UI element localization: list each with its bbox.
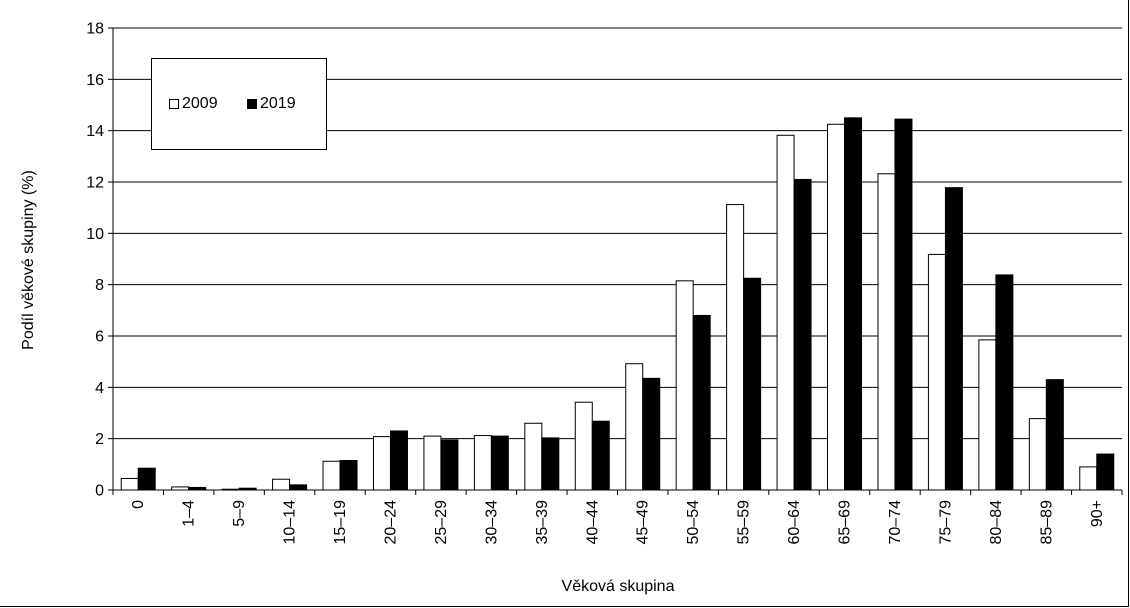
- x-tick-label: 55–59: [736, 500, 753, 545]
- legend-label-2009: 2009: [182, 95, 218, 112]
- y-tick-label: 18: [86, 21, 104, 38]
- bar-2009-0: [120, 477, 139, 491]
- bar-2009-30–34: [473, 435, 492, 491]
- x-tick-label: 75–79: [937, 500, 954, 545]
- bar-2019-75–79: [944, 187, 963, 491]
- x-tick-label: 45–49: [635, 500, 652, 545]
- bar-2009-75–79: [927, 253, 946, 491]
- bar-2019-35–39: [541, 437, 560, 491]
- bar-2009-10–14: [272, 478, 291, 491]
- legend-label-2019: 2019: [260, 95, 296, 112]
- y-tick-label: 16: [86, 72, 104, 89]
- bar-2009-70–74: [877, 173, 896, 491]
- bar-2009-40–44: [574, 401, 593, 491]
- bar-2009-90+: [1079, 466, 1098, 491]
- x-tick-label: 40–44: [584, 500, 601, 545]
- bar-2019-25–29: [440, 439, 459, 491]
- bar-2009-45–49: [625, 363, 644, 491]
- x-tick-label: 35–39: [534, 500, 551, 545]
- y-axis-ticks: 0 2 4 6 8 10 12 14 16 18: [86, 21, 113, 500]
- legend-swatch-2009: [169, 99, 179, 109]
- legend-item-2019: 2019: [247, 95, 296, 113]
- y-tick-label: 6: [95, 329, 104, 346]
- bar-2019-20–24: [389, 430, 408, 491]
- y-tick-label: 4: [95, 380, 104, 397]
- bar-2019-85–89: [1045, 379, 1064, 491]
- bar-2019-80–84: [995, 274, 1014, 491]
- y-tick-label: 14: [86, 123, 104, 140]
- bar-2019-0: [137, 467, 156, 491]
- bar-2019-45–49: [642, 377, 661, 491]
- bars: [120, 117, 1115, 491]
- x-tick-label: 25–29: [433, 500, 450, 545]
- x-tick-label: 30–34: [483, 500, 500, 545]
- x-tick-label: 20–24: [382, 500, 399, 545]
- bar-2019-70–74: [894, 118, 913, 491]
- x-axis-label: Věková skupina: [561, 578, 675, 595]
- bar-2009-55–59: [726, 204, 745, 491]
- bar-2009-80–84: [978, 339, 997, 491]
- y-tick-label: 12: [86, 175, 104, 192]
- bar-2009-65–69: [827, 123, 846, 491]
- y-tick-label: 8: [95, 277, 104, 294]
- bar-2019-10–14: [289, 484, 308, 491]
- y-tick-label: 2: [95, 431, 104, 448]
- legend: 2009 2019: [151, 58, 327, 150]
- bar-2019-65–69: [844, 117, 863, 491]
- x-axis-ticks: 0 1–4 5–9 10–14 15–19 20–24 25–29 30–34 35–39 40–…: [112, 490, 1123, 545]
- x-tick-label: 5–9: [231, 500, 248, 527]
- bar-2009-20–24: [372, 436, 391, 491]
- bar-2009-25–29: [423, 435, 442, 491]
- y-tick-label: 10: [86, 226, 104, 243]
- legend-item-2009: 2009: [169, 95, 218, 113]
- x-tick-label: 85–89: [1038, 500, 1055, 545]
- x-tick-label: 1–4: [181, 500, 198, 527]
- legend-swatch-2019: [247, 99, 257, 109]
- bar-2019-55–59: [743, 277, 762, 491]
- x-tick-label: 80–84: [988, 500, 1005, 545]
- x-tick-label: 90+: [1089, 500, 1106, 527]
- x-tick-label: 60–64: [786, 500, 803, 545]
- y-tick-label: 0: [95, 483, 104, 500]
- bar-2019-50–54: [692, 314, 711, 491]
- x-tick-label: 10–14: [282, 500, 299, 545]
- bar-2009-35–39: [524, 422, 543, 491]
- bar-2019-60–64: [793, 178, 812, 491]
- bar-2019-90+: [1096, 453, 1115, 491]
- bar-2009-60–64: [776, 134, 795, 491]
- x-tick-label: 15–19: [332, 500, 349, 545]
- x-tick-label: 0: [130, 500, 147, 509]
- bar-2019-40–44: [591, 420, 610, 491]
- bar-2009-85–89: [1028, 418, 1047, 491]
- x-tick-label: 70–74: [887, 500, 904, 545]
- x-tick-label: 50–54: [685, 500, 702, 545]
- bar-2019-15–19: [339, 459, 358, 491]
- bar-2009-15–19: [322, 460, 341, 491]
- bar-2019-30–34: [490, 435, 509, 491]
- x-tick-label: 65–69: [837, 500, 854, 545]
- bar-2009-50–54: [675, 280, 694, 491]
